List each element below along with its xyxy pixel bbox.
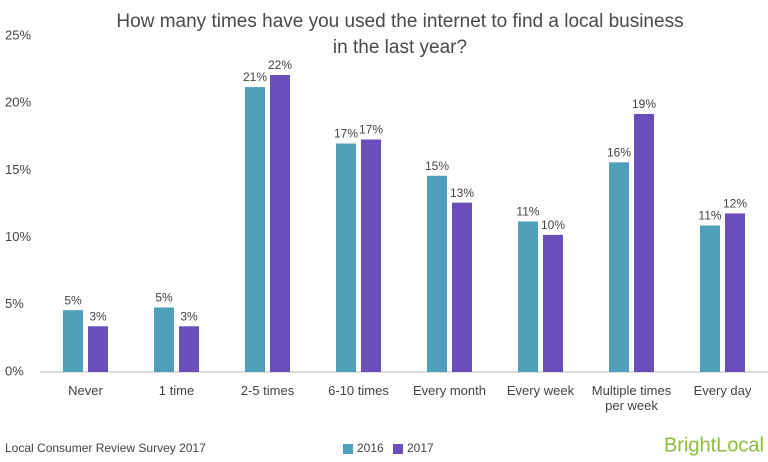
x-tick-label: 2-5 times: [240, 383, 295, 398]
y-tick-label: 25%: [5, 27, 31, 42]
value-label: 21%: [243, 70, 267, 84]
legend-swatch: [393, 444, 403, 454]
legend-label: 2016: [357, 441, 384, 455]
value-label: 3%: [180, 309, 198, 323]
bar: [634, 113, 654, 373]
x-tick-label: 6-10 times: [328, 383, 389, 398]
x-tick-label: Never: [68, 383, 103, 398]
value-label: 12%: [723, 197, 747, 211]
value-label: 13%: [450, 186, 474, 200]
bar: [88, 326, 108, 372]
legend-label: 2017: [407, 441, 434, 455]
bar: [452, 202, 472, 372]
chart-title: How many times have you used the interne…: [116, 11, 683, 32]
y-tick-label: 10%: [5, 229, 31, 244]
y-tick-label: 20%: [5, 95, 31, 110]
bar: [361, 139, 381, 372]
x-tick-label: 1 time: [158, 383, 195, 398]
value-label: 17%: [359, 123, 383, 137]
value-label: 11%: [698, 209, 721, 223]
value-label: 5%: [155, 291, 173, 305]
bar: [63, 310, 83, 372]
y-tick-label: 0%: [5, 363, 24, 378]
bar: [336, 143, 356, 372]
bar: [609, 162, 629, 372]
bar: [725, 213, 745, 372]
y-tick-label: 15%: [5, 162, 31, 177]
value-label: 16%: [607, 146, 631, 160]
value-label: 5%: [64, 293, 82, 307]
legend-swatch: [343, 444, 353, 454]
bar: [700, 225, 720, 372]
value-label: 15%: [425, 159, 449, 173]
bar: [427, 175, 447, 372]
x-tick-label: Every week: [506, 383, 575, 398]
source-note: Local Consumer Review Survey 2017: [5, 441, 206, 455]
x-tick-label: Every month: [413, 383, 486, 398]
bar: [245, 87, 265, 373]
bar: [543, 234, 563, 372]
x-tick-label: Multiple times per week: [591, 383, 672, 413]
value-label: 22%: [268, 58, 292, 72]
value-label: 17%: [334, 127, 358, 141]
value-label: 11%: [516, 205, 539, 219]
y-tick-label: 5%: [5, 296, 24, 311]
brand-logo: BrightLocal: [664, 434, 764, 456]
bar: [154, 307, 174, 372]
x-tick-label: Every day: [693, 383, 752, 398]
bar: [270, 74, 290, 372]
value-label: 3%: [89, 309, 107, 323]
bar: [518, 221, 538, 372]
value-label: 10%: [541, 218, 565, 232]
chart-title: in the last year?: [333, 37, 467, 58]
bar: [179, 326, 199, 372]
value-label: 19%: [632, 97, 656, 111]
